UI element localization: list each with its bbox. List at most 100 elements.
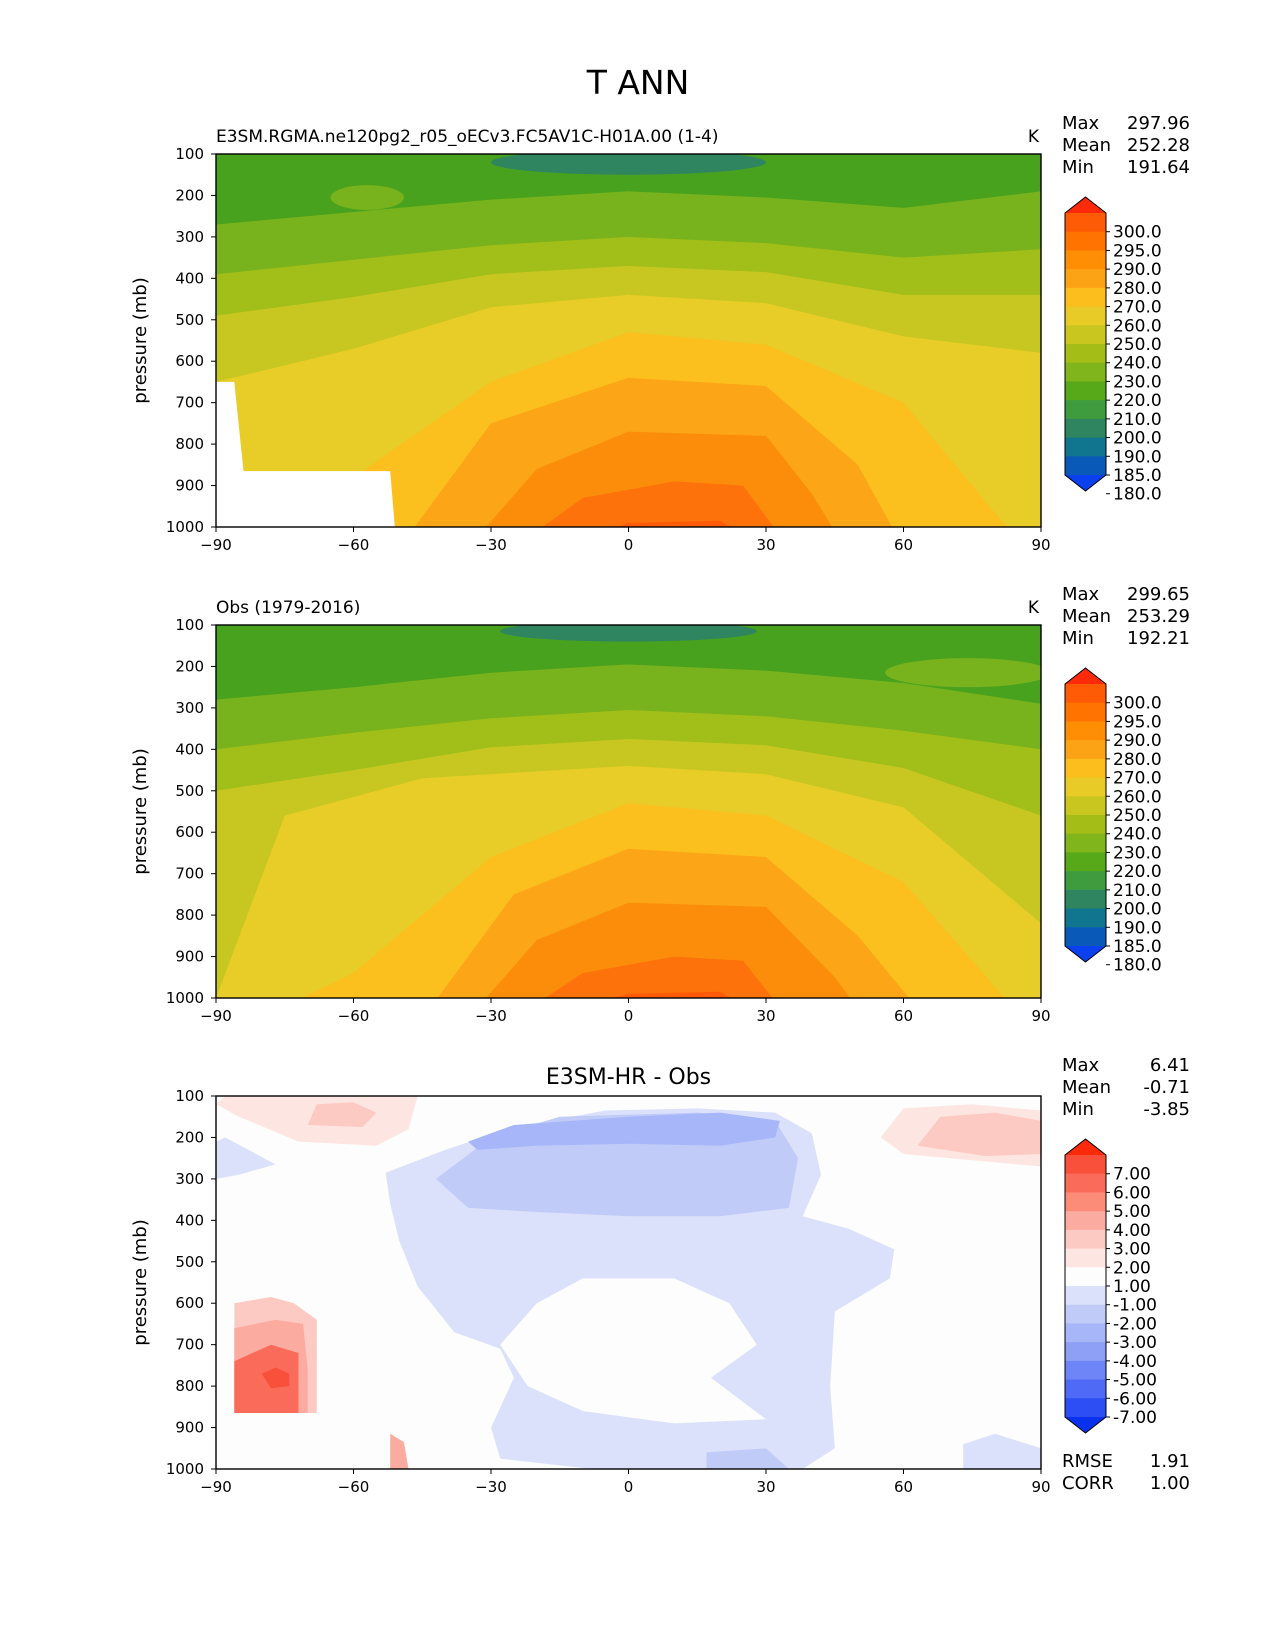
y-tick-label: 800 (175, 435, 204, 453)
panel-observations: −90 −60 −30 0 30 60 90 100 200 300 400 500 600 700 800… (130, 584, 1190, 1025)
colorbar-label: -6.00 (1113, 1389, 1157, 1409)
colorbar-segment (1065, 325, 1106, 345)
colorbar-segment (1065, 250, 1106, 270)
stat-label: Max (1062, 113, 1100, 134)
colorbar-segment (1065, 1248, 1106, 1268)
y-tick-label: 200 (175, 186, 204, 204)
colorbar-label: 7.00 (1113, 1165, 1151, 1185)
stat-label: Min (1062, 628, 1094, 649)
y-tick-label: 600 (175, 352, 204, 370)
stat-label: Min (1062, 1099, 1094, 1120)
stat-label: Mean (1062, 1077, 1111, 1098)
stat-label: CORR (1062, 1473, 1114, 1494)
x-tick-label: −90 (200, 536, 232, 554)
colorbar-label: 260.0 (1113, 316, 1162, 336)
y-tick-label: 300 (175, 1170, 204, 1188)
colorbar-segment (1065, 721, 1106, 741)
y-tick-label: 300 (175, 228, 204, 246)
y-tick-label: 900 (175, 477, 204, 495)
y-tick-label: 600 (175, 1294, 204, 1312)
colorbar-segment (1065, 702, 1106, 723)
colorbar-segment (1065, 1398, 1106, 1418)
y-tick-label: 1000 (166, 989, 204, 1007)
colorbar-segment (1065, 833, 1106, 854)
colorbar-segment (1065, 1323, 1106, 1343)
stat-value: 192.21 (1127, 628, 1190, 649)
y-tick-label: 800 (175, 1377, 204, 1395)
colorbar-segment (1065, 287, 1106, 308)
x-tick-label: 60 (894, 1478, 913, 1496)
y-tick-label: 800 (175, 906, 204, 924)
colorbar-label: 210.0 (1113, 410, 1162, 430)
x-tick-label: −60 (338, 536, 370, 554)
panel-title: E3SM.RGMA.ne120pg2_r05_oECv3.FC5AV1C-H01… (216, 127, 718, 147)
stat-value: 297.96 (1127, 113, 1190, 134)
colorbar-segment (1065, 231, 1106, 252)
stat-label: Max (1062, 1055, 1100, 1076)
stat-value: 1.91 (1150, 1451, 1190, 1472)
stat-value: -0.71 (1143, 1077, 1190, 1098)
y-tick-label: 100 (175, 1087, 204, 1105)
colorbar-segment (1065, 815, 1106, 835)
y-axis-label: pressure (mb) (130, 748, 151, 874)
units-label: K (1028, 127, 1040, 147)
colorbar-segment (1065, 400, 1106, 420)
y-tick-label: 600 (175, 823, 204, 841)
colorbar-label: 300.0 (1113, 223, 1162, 243)
colorbar-segment (1065, 1342, 1106, 1362)
colorbar-segment (1065, 1211, 1106, 1231)
panel-title: E3SM-HR - Obs (546, 1065, 711, 1090)
stat-value: 252.28 (1127, 135, 1190, 156)
y-tick-label: 400 (175, 740, 204, 758)
panel-model: −90 −60 −30 0 30 60 90 100 200 300 400 500 600 700 800… (130, 113, 1190, 554)
panel-title: Obs (1979-2016) (216, 598, 360, 618)
y-axis-label: pressure (mb) (130, 1219, 151, 1345)
colorbar-segment (1065, 1286, 1106, 1306)
colorbar-label: 200.0 (1113, 429, 1162, 449)
colorbar-label: 250.0 (1113, 335, 1162, 355)
colorbar-segment (1065, 871, 1106, 891)
difference-contour (468, 1112, 780, 1150)
colorbar-label: 4.00 (1113, 1221, 1151, 1241)
x-tick-label: 30 (756, 1007, 775, 1025)
colorbar-segment (1065, 1192, 1106, 1212)
contour-blob (500, 625, 757, 642)
colorbar-label: 270.0 (1113, 298, 1162, 318)
stat-label: RMSE (1062, 1451, 1113, 1472)
x-tick-label: −90 (200, 1007, 232, 1025)
y-tick-label: 700 (175, 394, 204, 412)
y-tick-label: 100 (175, 616, 204, 634)
colorbar-segment (1065, 1229, 1106, 1250)
colorbar-segment (1065, 927, 1106, 947)
colorbar-label: 190.0 (1113, 447, 1162, 467)
colorbar-segment (1065, 197, 1106, 213)
colorbar-segment (1065, 758, 1106, 779)
stat-label: Min (1062, 157, 1094, 178)
y-tick-label: 200 (175, 1128, 204, 1146)
x-tick-label: −60 (338, 1007, 370, 1025)
colorbar-segment (1065, 381, 1106, 401)
y-tick-label: 1000 (166, 1460, 204, 1478)
colorbar-segment (1065, 1417, 1106, 1433)
stat-value: -3.85 (1143, 1099, 1190, 1120)
x-tick-label: 0 (624, 1478, 634, 1496)
figure-title: T ANN (586, 63, 690, 102)
stat-value: 191.64 (1127, 157, 1190, 178)
contour-band (216, 625, 1041, 704)
colorbar-label: 270.0 (1113, 769, 1162, 789)
colorbar-segment (1065, 213, 1106, 233)
colorbar-label: 300.0 (1113, 694, 1162, 714)
colorbar-label: 295.0 (1113, 241, 1162, 261)
colorbar-segment (1065, 418, 1106, 439)
colorbar-segment (1065, 684, 1106, 704)
panel-difference: −90 −60 −30 0 30 60 90 100 200 300 400 500 600 700 800… (130, 1055, 1190, 1496)
colorbar-segment (1065, 456, 1106, 476)
colorbar-segment (1065, 852, 1106, 872)
x-tick-label: −90 (200, 1478, 232, 1496)
x-tick-label: 0 (624, 536, 634, 554)
colorbar-segment (1065, 1304, 1106, 1325)
colorbar-label: -3.00 (1113, 1333, 1157, 1353)
contour-blob (491, 154, 766, 175)
x-tick-label: −30 (475, 1478, 507, 1496)
